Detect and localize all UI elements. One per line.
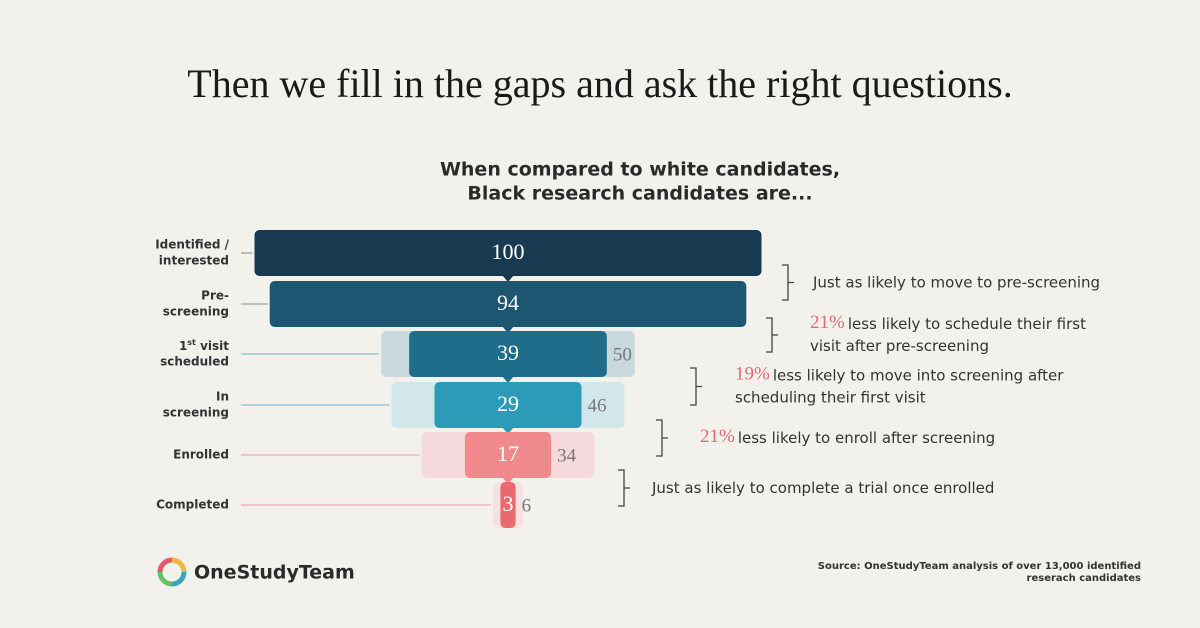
bar-pointer [502,477,514,484]
annotation-text: Just as likely to complete a trial once … [651,479,994,497]
stage-label: scheduled [160,355,229,369]
bracket [766,317,778,353]
annotation: 21% less likely to enroll after screening [700,426,995,447]
bracket [690,367,702,406]
bracket [782,264,794,301]
logo-text: OneStudyTeam [194,562,355,584]
stage-label: Enrolled [173,448,229,462]
stage-label: interested [159,254,229,268]
comparison-value: 34 [557,445,577,466]
subtitle: Black research candidates are... [467,183,812,205]
annotation: Just as likely to complete a trial once … [651,479,994,497]
annotation-highlight: 21% [810,312,845,333]
stage-label-part: 1 [179,339,187,353]
funnel-bar [500,482,516,528]
bar-value: 39 [497,340,519,365]
stage-label: Identified / [155,238,229,252]
comparison-value: 6 [522,495,532,516]
bar-value: 29 [497,391,519,416]
stage-label: 1st visit [179,338,229,353]
funnel-bar [464,432,552,478]
title: Then we fill in the gaps and ask the rig… [187,61,1012,106]
comparison-value: 46 [588,395,607,416]
bar-value: 3 [503,491,514,516]
funnel-bar [409,331,607,377]
bar-value: 94 [497,290,519,315]
bar-pointer [502,326,514,333]
bar-pointer [502,376,514,383]
bar-pointer [502,427,514,434]
bracket [656,419,668,457]
annotation: Just as likely to move to pre-screening [812,273,1100,291]
annotation-text: Just as likely to move to pre-screening [812,273,1100,291]
bar-value: 100 [492,239,525,264]
annotation-text: scheduling their first visit [735,388,926,406]
stage-label: Completed [156,498,229,512]
subtitle: When compared to white candidates, [440,159,840,181]
annotation-text: visit after pre-screening [810,337,989,355]
annotation: scheduling their first visit [735,388,926,406]
stage-label: Pre- [201,289,229,303]
annotation-highlight: 19% [735,364,770,385]
stage-label-part: st [187,338,196,347]
bracket [618,469,630,507]
stage-label-part: visit [196,339,229,353]
annotation-highlight: 21% [700,426,735,447]
funnel-bar [434,382,582,428]
stage-label: screening [163,406,229,420]
bar-value: 17 [497,441,519,466]
source: Source: OneStudyTeam analysis of over 13… [818,561,1141,572]
annotation-text: less likely to move into screening after [773,366,1064,384]
funnel-bar [269,281,747,327]
comparison-value: 50 [613,344,632,365]
source: reserach candidates [1027,573,1142,584]
bar-pointer [502,275,514,282]
funnel-bar [254,230,762,276]
annotation: visit after pre-screening [810,337,989,355]
annotation-text: less likely to enroll after screening [738,429,995,447]
stage-label: screening [163,305,229,319]
logo-icon [157,557,187,587]
annotation: 19% less likely to move into screening af… [735,364,1064,385]
annotation-text: less likely to schedule their first [848,315,1086,333]
annotation: 21% less likely to schedule their first [810,312,1086,333]
stage-label: In [216,390,229,404]
